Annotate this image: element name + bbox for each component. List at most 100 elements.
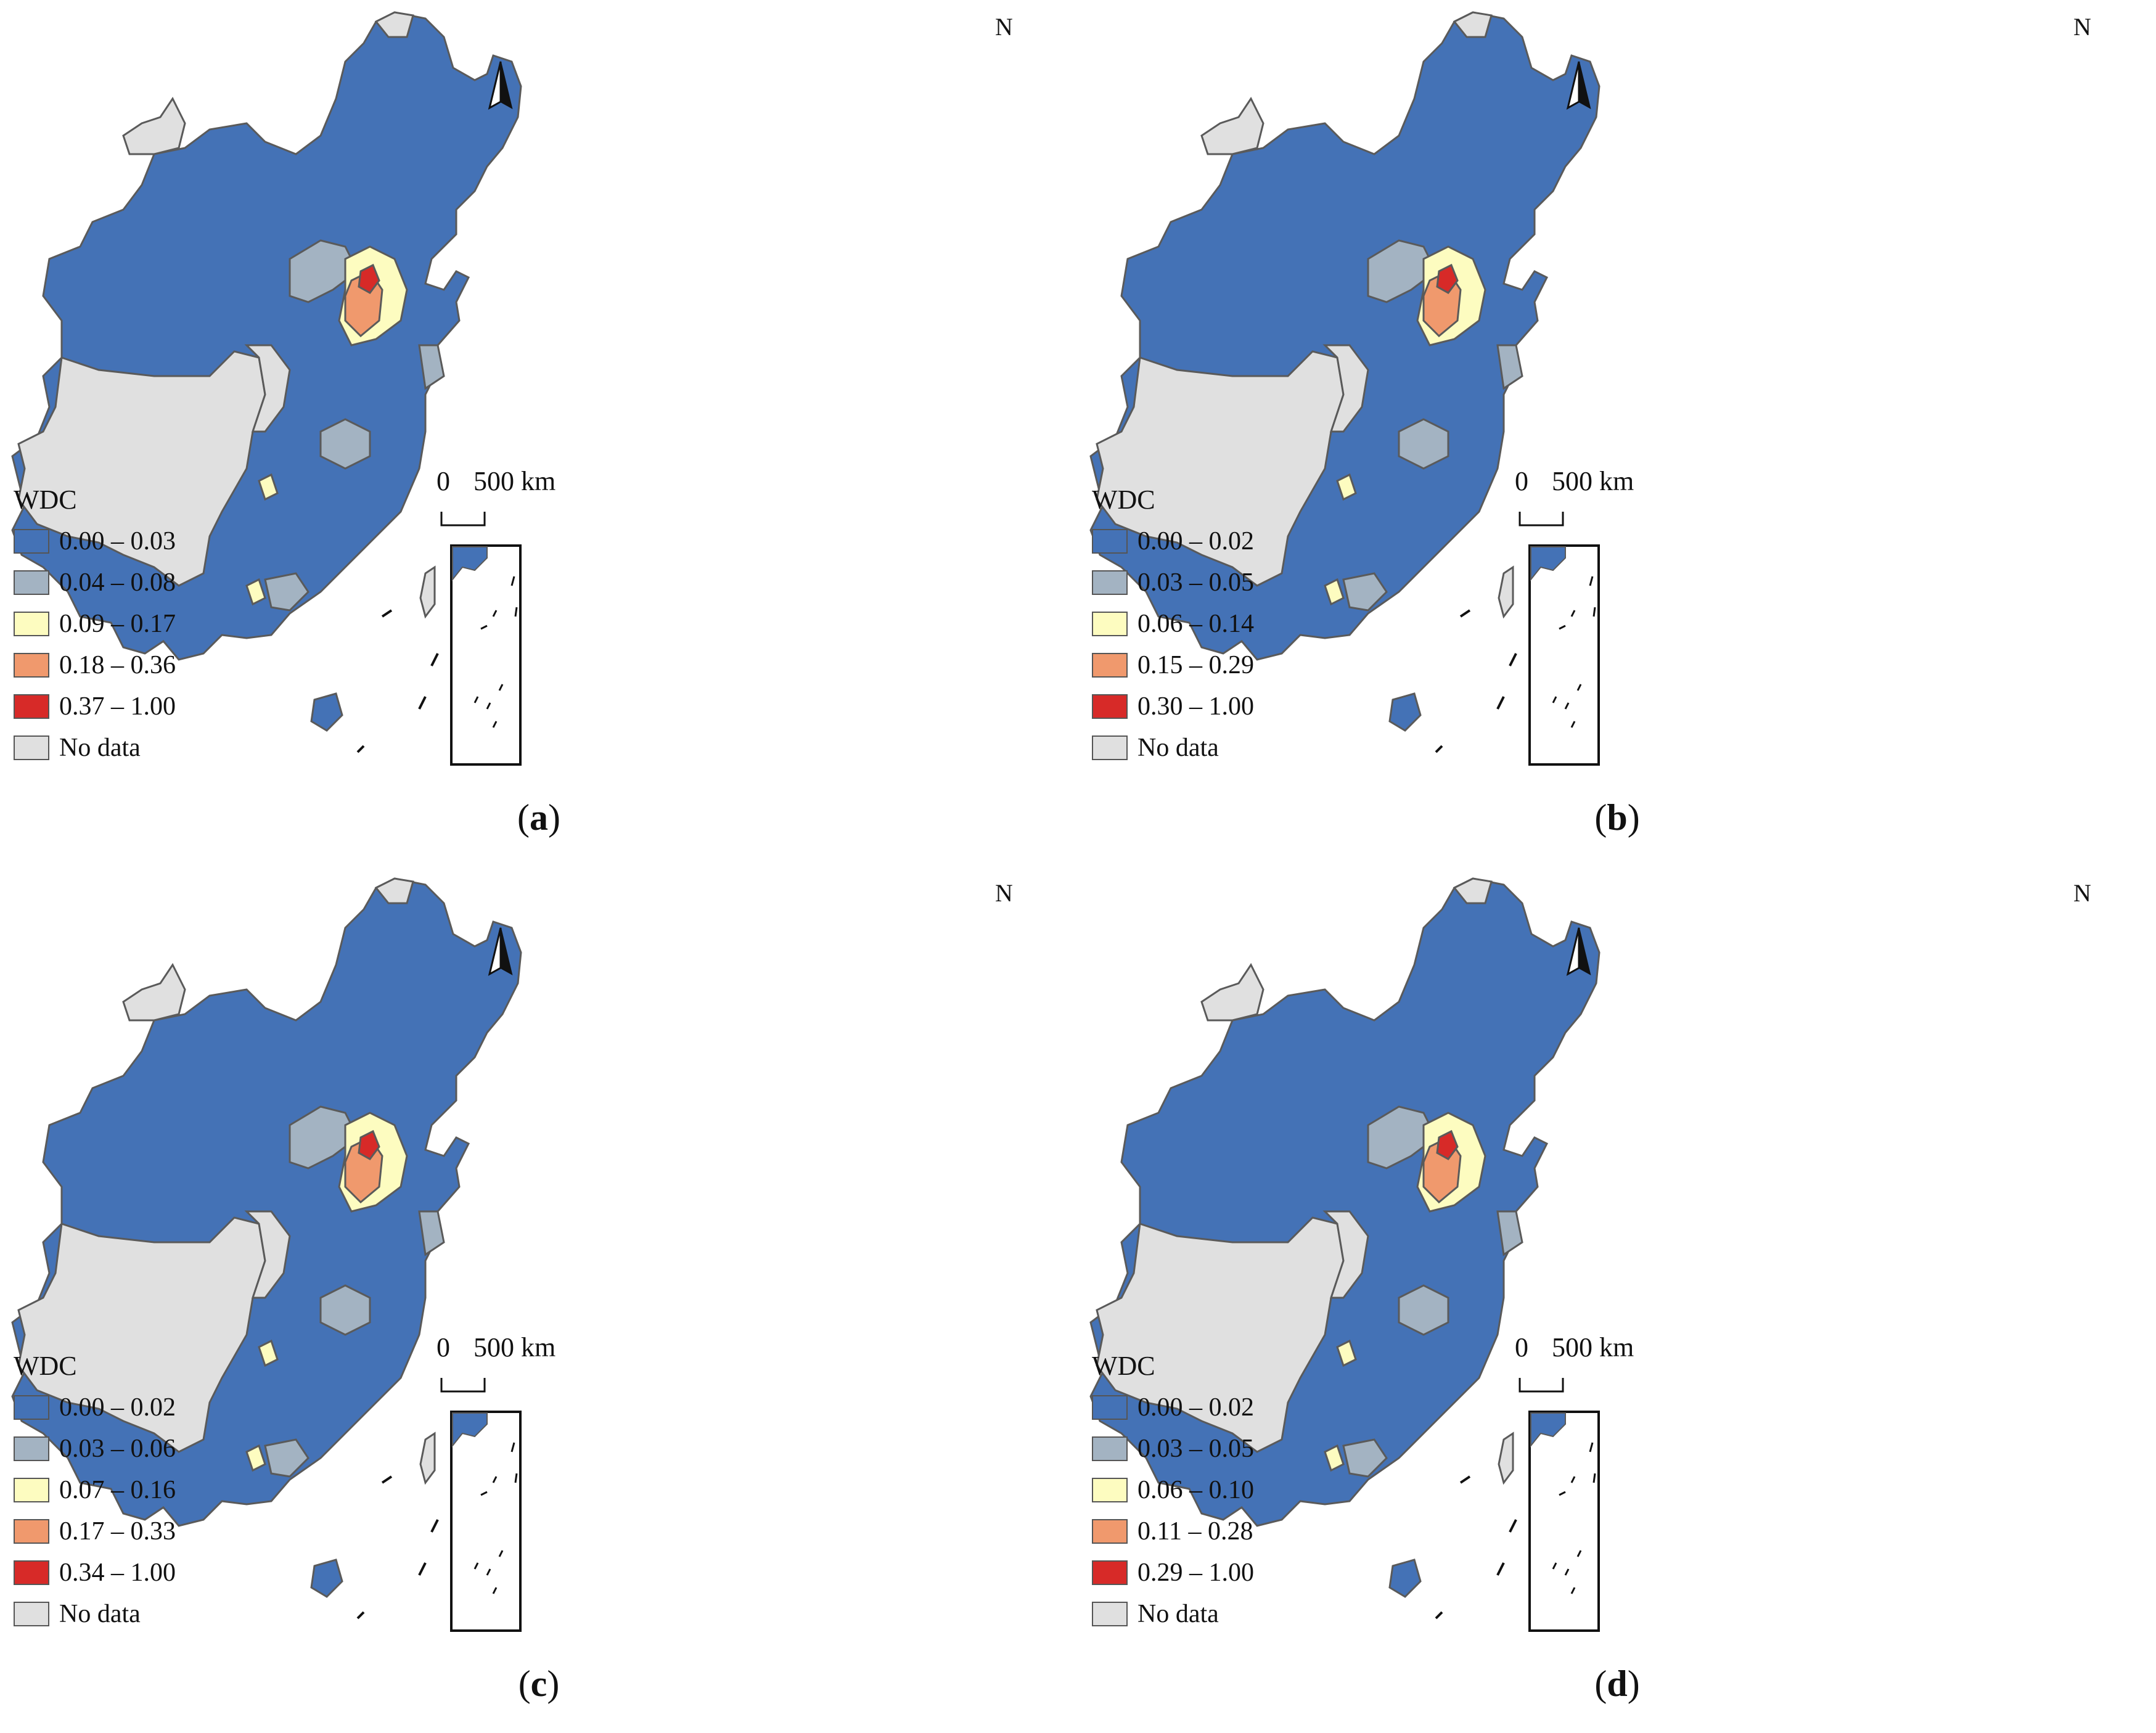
legend-swatch-4 (1092, 1518, 1128, 1544)
class2-region-central (1398, 1284, 1449, 1336)
north-label: N (995, 13, 1013, 41)
legend-rows: 0.00 – 0.02 0.03 – 0.05 0.06 – 0.14 0.15 – … (1092, 520, 1254, 727)
scale-bar (440, 512, 486, 526)
scale-distance-label: 500 km (473, 466, 556, 496)
legend-row-5: 0.30 – 1.00 (1092, 686, 1254, 727)
scale-distance-label: 500 km (473, 1332, 556, 1362)
north-label: N (2073, 13, 2091, 41)
legend-label-1: 0.00 – 0.02 (1137, 526, 1254, 555)
legend-label-nodata: No data (59, 733, 141, 762)
legend-swatch-2 (14, 570, 49, 595)
inset-islands (1552, 576, 1596, 728)
legend-label-3: 0.06 – 0.14 (1137, 609, 1254, 638)
legend-row-4: 0.15 – 0.29 (1092, 644, 1254, 686)
nodata-region-northeast (1453, 11, 1493, 38)
legend-row-4: 0.11 – 0.28 (1092, 1510, 1254, 1552)
legend-row-2: 0.04 – 0.08 (14, 562, 176, 603)
panel-caption-letter: b (1607, 797, 1628, 838)
legend: WDC 0.00 – 0.02 0.03 – 0.06 0.07 – 0.16 0.1… (14, 1350, 176, 1634)
legend-swatch-5 (1092, 1560, 1128, 1585)
class2-region-east (1496, 1210, 1523, 1256)
legend-label-4: 0.17 – 0.33 (59, 1517, 176, 1546)
legend-row-5: 0.34 – 1.00 (14, 1552, 176, 1593)
nodata-region-northwest (122, 963, 186, 1022)
class2-region-south (264, 572, 309, 612)
class3-region-small-1 (258, 473, 279, 501)
panel-caption: (d) (1594, 1663, 1640, 1704)
legend-rows: 0.00 – 0.02 0.03 – 0.06 0.07 – 0.16 0.17 – … (14, 1387, 176, 1593)
legend-swatch-4 (14, 1518, 49, 1544)
scale-distance-label: 500 km (1552, 1332, 1634, 1362)
panel-caption-letter: a (530, 797, 548, 838)
legend-swatch-1 (1092, 528, 1128, 554)
legend-row-2: 0.03 – 0.05 (1092, 1428, 1254, 1469)
legend-row-3: 0.09 – 0.17 (14, 603, 176, 644)
legend-label-3: 0.06 – 0.10 (1137, 1475, 1254, 1504)
class2-region-central (319, 1284, 371, 1336)
class2-region-central (319, 418, 371, 470)
scale-bar (1519, 1378, 1564, 1393)
legend-row-4: 0.18 – 0.36 (14, 644, 176, 686)
legend-row-3: 0.06 – 0.14 (1092, 603, 1254, 644)
north-label: N (2073, 879, 2091, 907)
legend-row-nodata: No data (1092, 1593, 1254, 1634)
class2-region-east (418, 344, 445, 390)
legend-swatch-3 (1092, 611, 1128, 636)
taiwan-island (419, 1432, 436, 1485)
north-arrow-half (488, 61, 502, 110)
south-sea-dashes (1435, 1475, 1517, 1620)
nodata-region-west (17, 1216, 266, 1453)
legend-label-4: 0.15 – 0.29 (1137, 650, 1254, 679)
nodata-region-northeast (1453, 877, 1493, 904)
south-china-sea-inset (1528, 1411, 1600, 1632)
map-panel-c: N 0 500 km WDC 0.00 – 0.02 0.03 – 0.06 0.0… (0, 866, 1078, 1732)
china-map (11, 877, 522, 1632)
scale-zero-label: 0 (1515, 1332, 1528, 1362)
south-china-sea-inset (450, 544, 522, 766)
legend-swatch-3 (14, 611, 49, 636)
north-label: N (995, 879, 1013, 907)
legend-label-1: 0.00 – 0.02 (1137, 1393, 1254, 1422)
inset-islands (473, 1442, 518, 1594)
legend-row-2: 0.03 – 0.05 (1092, 562, 1254, 603)
inset-coast (1530, 1412, 1566, 1448)
class2-region-east (418, 1210, 445, 1256)
class2-region-central (1398, 418, 1449, 470)
legend-swatch-5 (14, 694, 49, 719)
class2-region-south (264, 1438, 309, 1478)
legend-row-1: 0.00 – 0.02 (14, 1387, 176, 1428)
inset-coast (452, 546, 488, 581)
map-panel-a: N 0 500 km WDC 0.00 – 0.03 0.04 – 0.08 0.0… (0, 0, 1078, 866)
inset-islands (1552, 1442, 1596, 1594)
panel-caption-letter: d (1607, 1663, 1628, 1704)
scale-zero-label: 0 (1515, 466, 1528, 496)
legend-label-5: 0.34 – 1.00 (59, 1558, 176, 1587)
legend: WDC 0.00 – 0.02 0.03 – 0.05 0.06 – 0.14 0.1… (1092, 484, 1254, 768)
legend-swatch-2 (1092, 1436, 1128, 1461)
nodata-region-northwest (1200, 963, 1264, 1022)
taiwan-island (1498, 1432, 1514, 1485)
nodata-region-southwest (1322, 344, 1369, 433)
legend-row-4: 0.17 – 0.33 (14, 1510, 176, 1552)
legend-label-1: 0.00 – 0.02 (59, 1393, 176, 1422)
legend-swatch-nodata (14, 1601, 49, 1626)
legend-label-3: 0.09 – 0.17 (59, 609, 176, 638)
south-sea-dashes (356, 1475, 439, 1620)
nodata-region-southwest (244, 1210, 291, 1299)
class2-region-east (1496, 344, 1523, 390)
legend-row-3: 0.06 – 0.10 (1092, 1469, 1254, 1510)
legend-swatch-1 (14, 1395, 49, 1420)
scale-zero-label: 0 (437, 466, 450, 496)
legend-swatch-2 (1092, 570, 1128, 595)
legend-swatch-4 (1092, 652, 1128, 678)
legend-swatch-5 (14, 1560, 49, 1585)
legend-rows: 0.00 – 0.02 0.03 – 0.05 0.06 – 0.10 0.11 – … (1092, 1387, 1254, 1593)
legend-swatch-nodata (1092, 1601, 1128, 1626)
class3-region-small-1 (258, 1339, 279, 1367)
nodata-region-west (17, 350, 266, 587)
legend-swatch-4 (14, 652, 49, 678)
map-panel-b: N 0 500 km WDC 0.00 – 0.02 0.03 – 0.05 0.0… (1078, 0, 2156, 866)
legend-swatch-5 (1092, 694, 1128, 719)
taiwan-island (1498, 565, 1514, 619)
legend-row-nodata: No data (14, 1593, 176, 1634)
